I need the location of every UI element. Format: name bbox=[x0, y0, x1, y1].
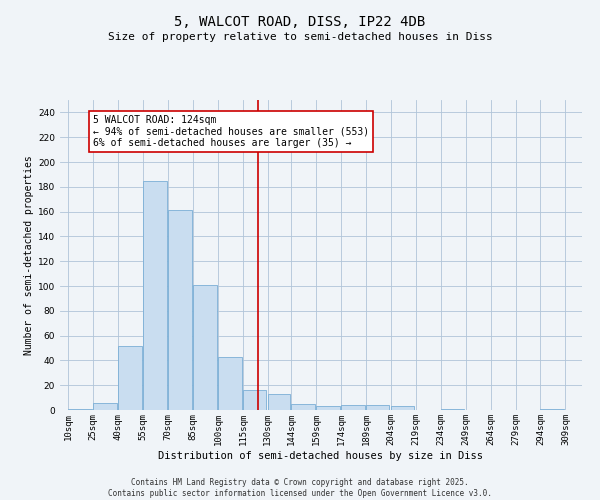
Bar bbox=[366, 405, 389, 410]
X-axis label: Distribution of semi-detached houses by size in Diss: Distribution of semi-detached houses by … bbox=[158, 450, 484, 460]
Bar bbox=[316, 406, 340, 410]
Bar bbox=[218, 356, 242, 410]
Bar bbox=[118, 346, 142, 410]
Bar bbox=[541, 409, 564, 410]
Bar bbox=[168, 210, 191, 410]
Bar bbox=[143, 180, 167, 410]
Bar bbox=[341, 405, 365, 410]
Bar bbox=[68, 409, 92, 410]
Text: 5, WALCOT ROAD, DISS, IP22 4DB: 5, WALCOT ROAD, DISS, IP22 4DB bbox=[175, 15, 425, 29]
Text: Size of property relative to semi-detached houses in Diss: Size of property relative to semi-detach… bbox=[107, 32, 493, 42]
Text: 5 WALCOT ROAD: 124sqm
← 94% of semi-detached houses are smaller (553)
6% of semi: 5 WALCOT ROAD: 124sqm ← 94% of semi-deta… bbox=[93, 115, 370, 148]
Bar bbox=[93, 402, 117, 410]
Bar bbox=[268, 394, 290, 410]
Bar bbox=[440, 409, 464, 410]
Bar bbox=[291, 404, 314, 410]
Text: Contains HM Land Registry data © Crown copyright and database right 2025.
Contai: Contains HM Land Registry data © Crown c… bbox=[108, 478, 492, 498]
Bar bbox=[391, 406, 415, 410]
Bar bbox=[193, 285, 217, 410]
Y-axis label: Number of semi-detached properties: Number of semi-detached properties bbox=[24, 155, 34, 355]
Bar bbox=[243, 390, 266, 410]
